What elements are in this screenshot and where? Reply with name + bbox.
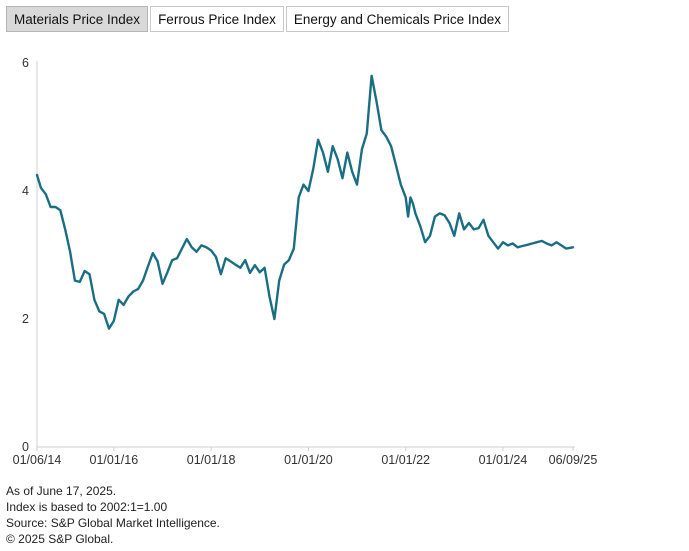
index-tab-bar: Materials Price Index Ferrous Price Inde…	[6, 6, 509, 32]
copyright-note: © 2025 S&P Global.	[6, 532, 114, 546]
y-tick-label: 6	[22, 56, 29, 70]
chart-footnotes: As of June 17, 2025. Index is based to 2…	[6, 483, 220, 547]
x-tick-label: 01/01/24	[479, 453, 528, 467]
series-line	[35, 74, 575, 330]
x-tick-label: 01/01/20	[284, 453, 333, 467]
y-tick-label: 2	[22, 312, 29, 326]
x-tick-label: 01/01/18	[187, 453, 236, 467]
as-of-date: As of June 17, 2025.	[6, 484, 117, 498]
x-tick-label: 06/09/25	[549, 453, 598, 467]
line-chart: 0 2 4 6 01/06/14 01/01/16 01/01/18 01/01/20 01/0…	[13, 56, 598, 467]
x-tick-label: 01/06/14	[13, 453, 62, 467]
y-tick-label: 0	[22, 440, 29, 454]
source-note: Source: S&P Global Market Intelligence.	[6, 516, 220, 530]
index-base-note: Index is based to 2002:1=1.00	[6, 500, 168, 514]
tab-ferrous-price-index[interactable]: Ferrous Price Index	[150, 6, 284, 32]
tab-energy-and-chemicals-price-index[interactable]: Energy and Chemicals Price Index	[285, 6, 509, 32]
y-tick-label: 4	[22, 184, 29, 198]
x-tick-label: 01/01/16	[90, 453, 139, 467]
x-tick-label: 01/01/22	[381, 453, 430, 467]
tab-materials-price-index[interactable]: Materials Price Index	[6, 6, 149, 32]
